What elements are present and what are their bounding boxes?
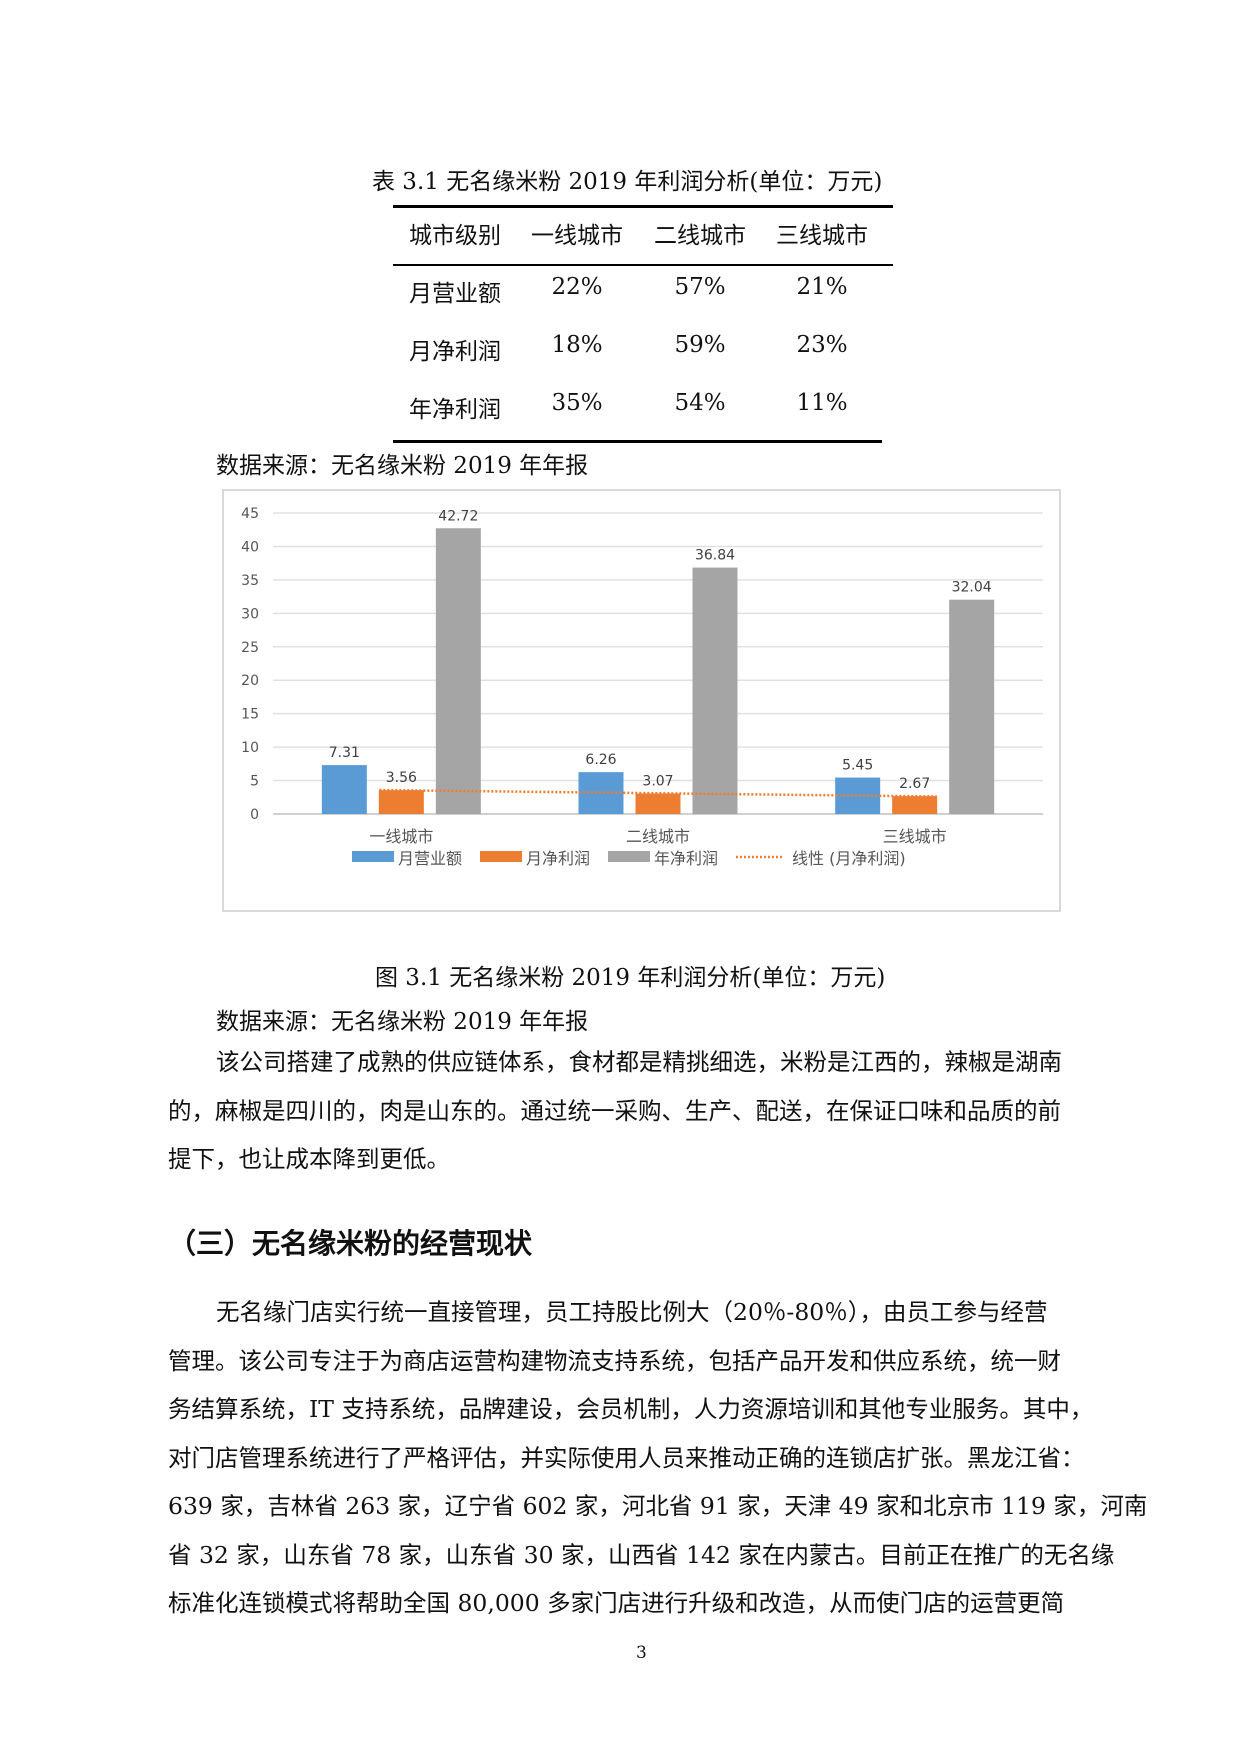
- table-cell: 35%: [551, 390, 603, 416]
- table-cell: 月净利润: [409, 339, 501, 365]
- data-label: 3.07: [642, 773, 673, 789]
- table-header-rule: [393, 264, 893, 266]
- paragraph-line: 管理。该公司专注于为商店运营构建物流支持系统，包括产品开发和供应系统，统一财: [168, 1346, 1061, 1375]
- y-tick-label: 40: [241, 539, 259, 555]
- paragraph-line: 标准化连锁模式将帮助全国 80,000 多家门店进行升级和改造，从而使门店的运营…: [168, 1589, 1065, 1617]
- paragraph-line: 的，麻椒是四川的，肉是山东的。通过统一采购、生产、配送，在保证口味和品质的前: [168, 1096, 1061, 1125]
- y-tick-label: 15: [241, 707, 259, 723]
- table-cell: 22%: [551, 274, 603, 300]
- y-tick-label: 30: [241, 606, 259, 622]
- legend-label: 月净利润: [526, 849, 590, 868]
- table-header: 一线城市: [531, 223, 623, 249]
- bar-monthly-revenue: [835, 777, 881, 814]
- table-cell: 57%: [674, 274, 726, 300]
- bar-annual-net-profit: [435, 528, 481, 814]
- data-label: 5.45: [842, 758, 873, 774]
- bar-monthly-revenue: [321, 765, 367, 814]
- x-category-label: 三线城市: [883, 827, 947, 846]
- trendline: [379, 788, 937, 798]
- data-label: 42.72: [438, 508, 478, 524]
- table-cell: 23%: [796, 332, 848, 358]
- bar-annual-net-profit: [692, 567, 738, 814]
- table-caption: 表 3.1 无名缘米粉 2019 年利润分析(单位：万元): [372, 169, 883, 195]
- section-heading: （三）无名缘米粉的经营现状: [168, 1227, 533, 1260]
- bar-monthly-net-profit: [378, 790, 424, 814]
- figure-source: 数据来源：无名缘米粉 2019 年年报: [216, 1009, 589, 1035]
- paragraph-supply-chain: 该公司搭建了成熟的供应链体系，食材都是精挑细选，米粉是江西的，辣椒是湖南 的，麻…: [168, 1038, 1118, 1184]
- table-top-rule: [393, 205, 893, 208]
- table-header: 二线城市: [654, 223, 746, 249]
- table-cell: 年净利润: [409, 397, 501, 423]
- data-label: 3.56: [386, 770, 417, 786]
- y-tick-label: 20: [241, 673, 259, 689]
- paragraph-line: 该公司搭建了成熟的供应链体系，食材都是精挑细选，米粉是江西的，辣椒是湖南: [216, 1048, 1062, 1076]
- paragraph-line: 无名缘门店实行统一直接管理，员工持股比例大（20％-80％），由员工参与经营: [216, 1298, 1048, 1326]
- y-tick-label: 35: [241, 573, 259, 589]
- y-tick-label: 5: [250, 774, 259, 790]
- paragraph-line: 639 家，吉林省 263 家，辽宁省 602 家，河北省 91 家，天津 49…: [168, 1492, 1148, 1520]
- table-cell: 54%: [674, 390, 726, 416]
- paragraph-line: 对门店管理系统进行了严格评估，并实际使用人员来推动正确的连锁店扩张。黑龙江省：: [168, 1443, 1085, 1472]
- data-label: 6.26: [585, 752, 616, 768]
- legend-label: 年净利润: [654, 849, 718, 868]
- bar-monthly-net-profit: [635, 793, 681, 814]
- paragraph-operations: 无名缘门店实行统一直接管理，员工持股比例大（20％-80％），由员工参与经营 管…: [168, 1288, 1148, 1628]
- legend-label: 线性 (月净利润): [792, 849, 906, 868]
- table-header: 三线城市: [776, 223, 868, 249]
- page-number: 3: [636, 1643, 647, 1663]
- data-label: 2.67: [899, 776, 930, 792]
- table-source: 数据来源：无名缘米粉 2019 年年报: [216, 453, 589, 479]
- table-cell: 21%: [796, 274, 848, 300]
- data-label: 36.84: [695, 548, 735, 564]
- table-bottom-rule: [393, 440, 882, 443]
- table-cell: 月营业额: [409, 281, 501, 307]
- paragraph-line: 省 32 家，山东省 78 家，山东省 30 家，山西省 142 家在内蒙古。目…: [168, 1540, 1115, 1569]
- y-tick-label: 25: [241, 640, 259, 656]
- figure-caption: 图 3.1 无名缘米粉 2019 年利润分析(单位：万元): [375, 965, 886, 991]
- x-category-label: 一线城市: [369, 827, 433, 846]
- x-category-label: 二线城市: [626, 827, 690, 846]
- paragraph-line: 务结算系统，IT 支持系统，品牌建设，会员机制，人力资源培训和其他专业服务。其中…: [168, 1395, 1094, 1423]
- profit-chart: 0 5 10 15 20 25 30 35 40 45 一线城市 7.31 3.56 42.72 二线城市 6…: [222, 489, 1061, 912]
- y-tick-label: 0: [250, 807, 259, 823]
- y-tick-label: 10: [241, 740, 259, 756]
- bar-annual-net-profit: [949, 599, 995, 814]
- y-tick-label: 45: [241, 506, 259, 522]
- table-header: 城市级别: [409, 223, 501, 249]
- chart-svg: 0 5 10 15 20 25 30 35 40 45 一线城市 7.31 3.56 42.72 二线城市 6…: [241, 506, 1043, 868]
- legend-label: 月营业额: [398, 849, 462, 868]
- paragraph-line: 提下，也让成本降到更低。: [168, 1145, 450, 1173]
- bar-monthly-net-profit: [892, 796, 938, 814]
- legend-swatch: [480, 851, 522, 862]
- data-label: 32.04: [952, 580, 992, 596]
- data-label: 7.31: [329, 745, 360, 761]
- table-cell: 59%: [674, 332, 726, 358]
- legend-swatch: [352, 851, 394, 862]
- table-cell: 11%: [796, 390, 848, 416]
- table-cell: 18%: [551, 332, 603, 358]
- legend-swatch: [608, 851, 650, 862]
